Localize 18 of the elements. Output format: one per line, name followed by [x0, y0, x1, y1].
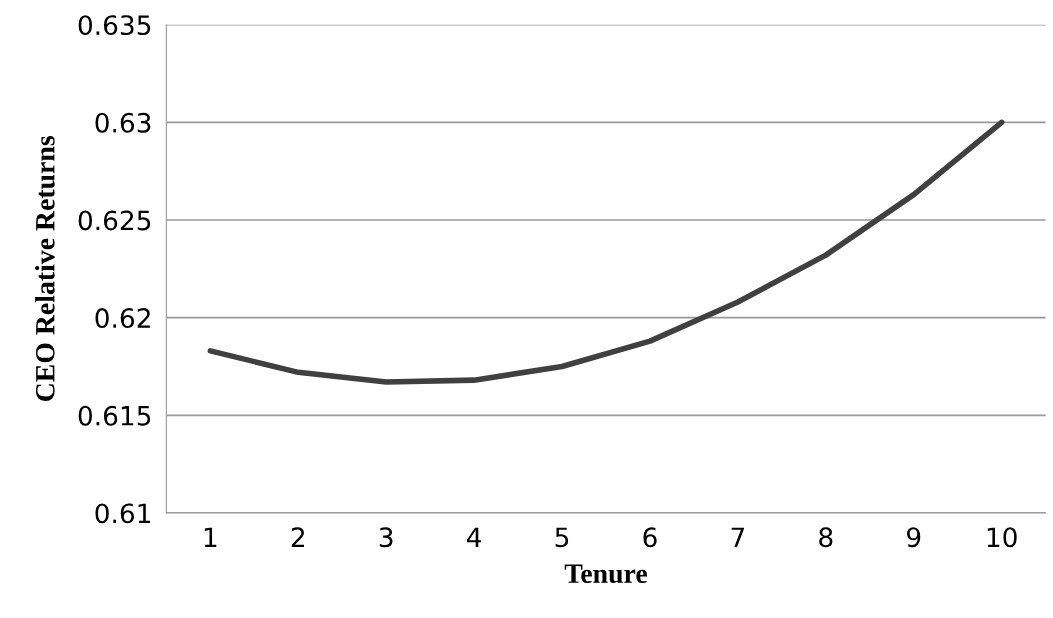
- x-tick-label: 5: [555, 527, 569, 548]
- y-tick-label: 0.635: [78, 15, 151, 36]
- x-tick-label: 8: [819, 527, 833, 548]
- y-tick-label: 0.61: [95, 503, 151, 524]
- y-tick-label: 0.62: [95, 308, 150, 329]
- x-tick-label: 1: [204, 527, 217, 547]
- x-tick-label: 3: [379, 527, 393, 548]
- x-tick-label: 6: [643, 527, 657, 548]
- x-tick-label: 7: [731, 527, 745, 547]
- y-tick-label: 0.615: [78, 405, 151, 426]
- x-tick-label: 4: [467, 527, 482, 547]
- x-tick-label: 9: [907, 527, 921, 548]
- x-tick-label: 10: [987, 527, 1017, 548]
- y-tick-label: 0.625: [78, 210, 151, 231]
- y-tick-label: 0.63: [95, 112, 151, 133]
- x-tick-label: 2: [291, 527, 305, 547]
- x-axis-title: Tenure: [564, 564, 647, 584]
- y-axis-title: CEO Relative Returns: [35, 136, 55, 401]
